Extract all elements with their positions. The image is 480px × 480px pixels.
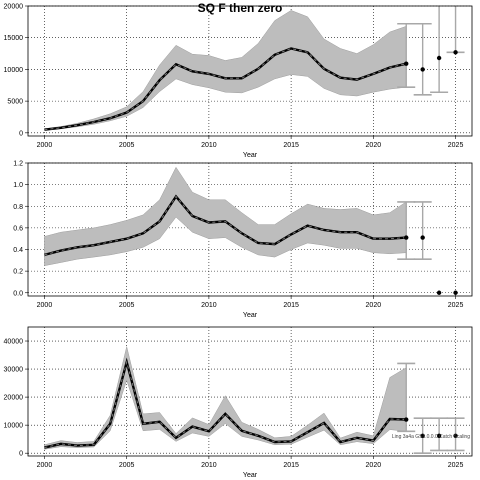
axes-frame bbox=[27, 326, 473, 457]
y-tick-label: 0 bbox=[19, 130, 23, 137]
panel-annotation: Ling 3a4a GS1.0.0.0 Catch Scaling bbox=[392, 434, 470, 440]
y-tick-label: 0.8 bbox=[13, 204, 23, 211]
projection-point bbox=[436, 433, 442, 439]
x-tick-label: 2015 bbox=[283, 462, 299, 469]
confidence-band bbox=[44, 10, 407, 131]
x-tick-label: 2025 bbox=[448, 462, 464, 469]
confidence-band bbox=[44, 346, 407, 450]
median-dash-overlay bbox=[44, 195, 407, 256]
y-tick-label: 30000 bbox=[4, 367, 24, 374]
x-tick-label: 2020 bbox=[366, 462, 382, 469]
projection-point bbox=[420, 67, 425, 72]
x-tick-label: 2015 bbox=[283, 302, 299, 309]
x-tick-label: 2015 bbox=[283, 142, 299, 149]
x-axis-label: Year bbox=[243, 472, 258, 479]
panel-3: 2000 2005 2010 2015 2020 2025 0 10000 20000 30000… bbox=[4, 326, 473, 479]
x-tick-label: 2010 bbox=[201, 302, 217, 309]
x-tick-label: 2025 bbox=[448, 302, 464, 309]
x-tick-label: 2010 bbox=[201, 142, 217, 149]
x-tick-label: 2005 bbox=[119, 142, 135, 149]
y-tick-label: 1.2 bbox=[13, 161, 23, 168]
projection-point bbox=[404, 235, 409, 240]
y-tick-label: 0 bbox=[19, 451, 23, 458]
panel-1: 2000 2005 2010 2015 2020 2025 0 5000 10000 15000 2… bbox=[4, 4, 473, 159]
plot-area bbox=[44, 166, 458, 295]
confidence-band bbox=[44, 166, 407, 267]
projection-point bbox=[436, 55, 442, 61]
y-tick-label: 40000 bbox=[4, 339, 24, 346]
chart-title: SQ F then zero bbox=[197, 1, 283, 15]
plot-area bbox=[44, 6, 465, 131]
y-tick-label: 1.0 bbox=[13, 182, 23, 189]
x-tick-label: 2005 bbox=[119, 462, 135, 469]
y-tick-label: 10000 bbox=[4, 67, 24, 74]
y-tick-label: 5000 bbox=[7, 99, 23, 106]
y-tick-label: 0.6 bbox=[13, 225, 23, 232]
projection-point bbox=[453, 433, 458, 439]
y-tick-label: 0.2 bbox=[13, 269, 23, 276]
plot-area bbox=[44, 346, 465, 454]
projection-point bbox=[404, 417, 409, 422]
x-axis-label: Year bbox=[243, 152, 258, 159]
x-tick-label: 2020 bbox=[366, 142, 382, 149]
x-tick-label: 2020 bbox=[366, 302, 382, 309]
x-tick-label: 2000 bbox=[37, 142, 53, 149]
x-tick-label: 2000 bbox=[37, 302, 53, 309]
projection-point bbox=[453, 50, 458, 55]
projection-point bbox=[436, 290, 442, 295]
y-tick-label: 20000 bbox=[4, 395, 24, 402]
projection-point bbox=[420, 433, 425, 439]
median-dash-overlay bbox=[44, 360, 407, 449]
x-tick-label: 2000 bbox=[37, 462, 53, 469]
x-tick-label: 2025 bbox=[448, 142, 464, 149]
x-axis-label: Year bbox=[243, 312, 258, 319]
y-tick-label: 20000 bbox=[4, 4, 24, 11]
projection-point bbox=[420, 235, 425, 240]
axes-frame bbox=[27, 5, 473, 137]
y-tick-label: 10000 bbox=[4, 423, 24, 430]
median-dash-overlay bbox=[44, 47, 407, 131]
y-tick-label: 0.0 bbox=[13, 290, 23, 297]
x-tick-label: 2010 bbox=[201, 462, 217, 469]
x-tick-label: 2005 bbox=[119, 302, 135, 309]
panel-2: 2000 2005 2010 2015 2020 2025 0.0 0.2 0.4 0.6 0.8 1… bbox=[13, 161, 473, 319]
axes-frame bbox=[27, 162, 473, 297]
y-tick-label: 15000 bbox=[4, 35, 24, 42]
projection-point bbox=[453, 290, 458, 295]
y-tick-label: 0.4 bbox=[13, 247, 23, 254]
projection-point bbox=[404, 61, 409, 66]
